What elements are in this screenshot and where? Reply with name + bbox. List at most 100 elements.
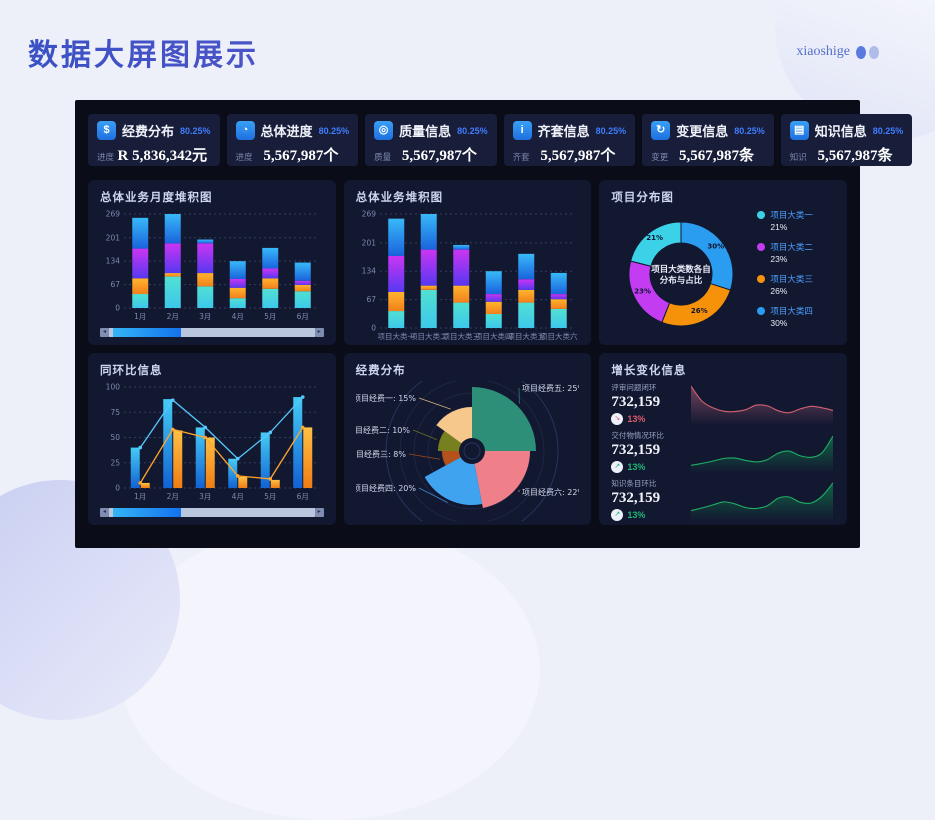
donut-legend: 项目大类一 21% 项目大类二 23% 项目大类三 26% <box>757 209 829 337</box>
svg-text:67: 67 <box>366 295 376 304</box>
scroll-right-icon[interactable]: ▸ <box>315 508 324 517</box>
scroll-right-icon[interactable]: ▸ <box>315 328 324 337</box>
legend-item[interactable]: 项目大类二 23% <box>757 241 829 264</box>
data-zoom-scrollbar[interactable]: ◂ ▸ <box>100 508 324 517</box>
scroll-left-icon[interactable]: ◂ <box>100 508 109 517</box>
legend-dot-icon <box>757 243 765 251</box>
svg-text:5月: 5月 <box>264 492 276 501</box>
svg-text:2月: 2月 <box>167 492 179 501</box>
scrollbar-thumb[interactable] <box>113 328 181 337</box>
svg-text:25: 25 <box>110 458 120 467</box>
brand-logo: xiaoshige <box>796 44 879 60</box>
panel-funding-distribution: 经费分布 项目经费五: 25%项目经费六: 22%项目经费四: 20%项目经费三… <box>344 353 592 525</box>
growth-row: 知识条目环比 732,159 ↗ 13% <box>611 477 835 521</box>
svg-text:项目经费三: 8%: 项目经费三: 8% <box>356 449 406 459</box>
kpi-value: 5,567,987个 <box>263 144 338 165</box>
growth-area-chart <box>691 429 833 473</box>
kpi-percent: 80.25% <box>734 126 765 136</box>
legend-dot-icon <box>757 211 765 219</box>
growth-area-chart <box>691 477 833 521</box>
svg-text:21%: 21% <box>647 234 664 242</box>
scrollbar-track[interactable] <box>109 508 315 517</box>
kpi-card-funding: $ 经费分布 80.25% 进度 R 5,836,342元 <box>88 114 220 166</box>
panel-growth: 增长变化信息 评审问题闭环 732,159 ↘ 13% 交付物情况环比 732,… <box>599 353 847 525</box>
svg-text:项目经费一: 15%: 项目经费一: 15% <box>356 393 416 403</box>
svg-text:4月: 4月 <box>232 312 244 321</box>
legend-item[interactable]: 项目大类一 21% <box>757 209 829 232</box>
kpi-value: 5,567,987个 <box>540 144 615 165</box>
legend-item[interactable]: 项目大类三 26% <box>757 273 829 296</box>
svg-text:2月: 2月 <box>167 312 179 321</box>
svg-text:134: 134 <box>361 267 376 276</box>
kpi-card-quality: ◎ 质量信息 80.25% 质量 5,567,987个 <box>365 114 497 166</box>
data-zoom-scrollbar[interactable]: ◂ ▸ <box>100 328 324 337</box>
scroll-left-icon[interactable]: ◂ <box>100 328 109 337</box>
growth-row: 交付物情况环比 732,159 ↗ 13% <box>611 429 835 473</box>
kpi-card-changes: ↻ 变更信息 80.25% 变更 5,567,987条 <box>642 114 774 166</box>
svg-text:75: 75 <box>110 408 120 417</box>
clock-icon: ◔ <box>236 121 255 140</box>
kpi-label: 进度 <box>236 151 253 163</box>
trend-up-icon: ↗ <box>611 509 623 521</box>
kpi-value: 5,567,987条 <box>818 144 893 165</box>
page-header: 数据大屏图展示 xiaoshige <box>28 30 907 80</box>
trend-up-icon: ↗ <box>611 461 623 473</box>
svg-text:项目经费五: 25%: 项目经费五: 25% <box>522 383 579 393</box>
svg-text:1月: 1月 <box>134 492 146 501</box>
panel-title: 同环比信息 <box>100 362 324 378</box>
logo-dot-icon <box>856 46 866 59</box>
legend-dot-icon <box>757 307 765 315</box>
kpi-title: 总体进度 <box>261 121 313 140</box>
dollar-icon: $ <box>97 121 116 140</box>
kpi-title: 知识信息 <box>815 121 867 140</box>
svg-text:30%: 30% <box>708 243 725 251</box>
svg-text:100: 100 <box>106 383 121 392</box>
kpi-card-completeness: i 齐套信息 80.25% 齐套 5,567,987个 <box>504 114 636 166</box>
legend-item[interactable]: 项目大类四 30% <box>757 305 829 328</box>
page-title: 数据大屏图展示 <box>28 30 907 74</box>
svg-text:0: 0 <box>115 304 120 313</box>
svg-text:23%: 23% <box>635 288 652 296</box>
dashboard: $ 经费分布 80.25% 进度 R 5,836,342元 ◔ 总体进度 80.… <box>75 100 860 548</box>
logo-dot-icon <box>869 46 879 59</box>
panel-title: 经费分布 <box>356 362 580 378</box>
kpi-title: 齐套信息 <box>538 121 590 140</box>
svg-text:项目经费四: 20%: 项目经费四: 20% <box>356 483 416 493</box>
svg-text:26%: 26% <box>691 307 708 315</box>
kpi-percent: 80.25% <box>596 126 627 136</box>
kpi-value: 5,567,987条 <box>679 144 754 165</box>
scrollbar-thumb[interactable] <box>113 508 181 517</box>
brand-name: xiaoshige <box>796 44 850 60</box>
kpi-title: 经费分布 <box>122 121 174 140</box>
svg-text:67: 67 <box>110 280 120 289</box>
svg-text:项目大类数各自: 项目大类数各自 <box>652 264 712 275</box>
kpi-percent: 80.25% <box>180 126 211 136</box>
category-stacked-bar-chart: 067134201269项目大类一项目大类二项目大类三项目大类四项目大类五项目大… <box>356 208 579 342</box>
kpi-label: 质量 <box>374 151 391 163</box>
kpi-title: 质量信息 <box>399 121 451 140</box>
scrollbar-track[interactable] <box>109 328 315 337</box>
kpi-label: 进度 <box>97 151 114 163</box>
svg-text:3月: 3月 <box>199 492 211 501</box>
svg-text:0: 0 <box>115 484 120 493</box>
svg-text:50: 50 <box>110 433 120 442</box>
kpi-percent: 80.25% <box>319 126 350 136</box>
svg-text:1月: 1月 <box>134 312 146 321</box>
svg-text:134: 134 <box>106 257 121 266</box>
growth-area-chart <box>691 381 833 425</box>
svg-text:6月: 6月 <box>297 312 309 321</box>
svg-text:201: 201 <box>106 233 121 242</box>
trend-down-icon: ↘ <box>611 413 623 425</box>
svg-text:269: 269 <box>361 210 376 219</box>
svg-text:0: 0 <box>371 324 376 333</box>
svg-text:项目经费二: 10%: 项目经费二: 10% <box>356 425 410 435</box>
kpi-label: 齐套 <box>513 151 530 163</box>
kpi-percent: 80.25% <box>873 126 904 136</box>
panel-title: 项目分布图 <box>611 189 835 205</box>
target-icon: ◎ <box>374 121 393 140</box>
kpi-label: 变更 <box>651 151 668 163</box>
